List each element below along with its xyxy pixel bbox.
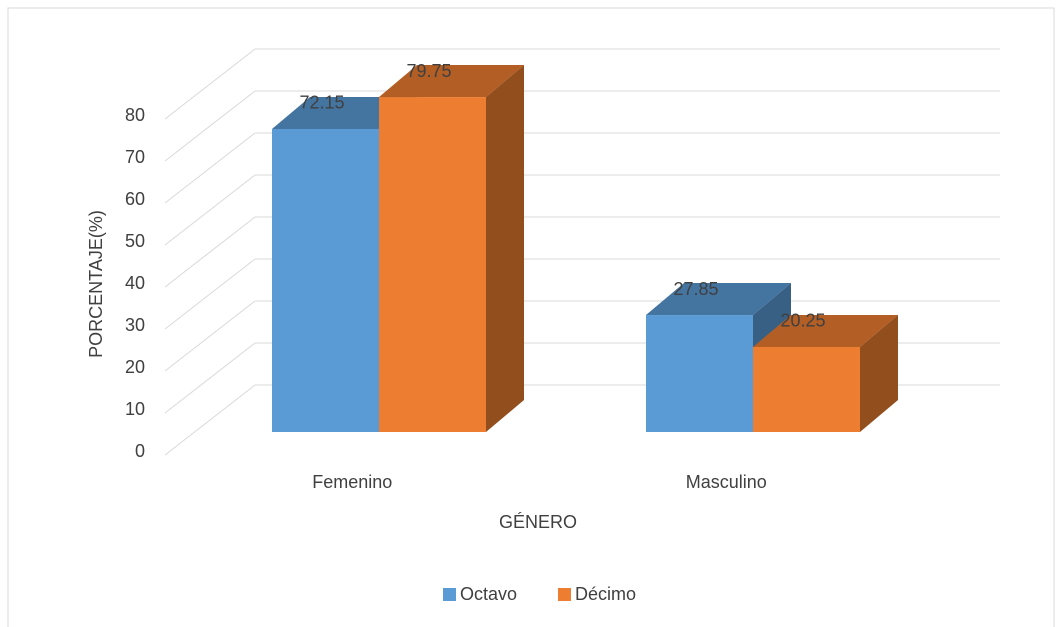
y-axis-title: PORCENTAJE(%) <box>86 210 106 358</box>
bar-top <box>646 283 791 316</box>
side-grid-line <box>164 90 256 162</box>
bar-top <box>753 314 898 347</box>
bar <box>646 315 753 432</box>
x-tick-label: Masculino <box>686 472 767 492</box>
bar-top <box>379 65 524 98</box>
y-tick-label: 40 <box>125 273 145 293</box>
y-tick-label: 50 <box>125 231 145 251</box>
side-grid-line <box>164 48 256 120</box>
chart-border <box>7 7 1055 627</box>
data-label: 27.85 <box>673 279 718 299</box>
bar-side <box>860 314 898 432</box>
data-label: 79.75 <box>406 61 451 81</box>
bar <box>272 128 379 432</box>
x-axis-title: GÉNERO <box>499 512 577 532</box>
side-grid-line <box>164 216 256 288</box>
legend-swatch <box>443 588 456 601</box>
side-grid-line <box>164 342 256 414</box>
y-tick-label: 30 <box>125 315 145 335</box>
y-tick-label: 20 <box>125 357 145 377</box>
legend-label: Décimo <box>575 584 636 604</box>
side-grid-line <box>164 258 256 330</box>
y-tick-label: 0 <box>135 441 145 461</box>
bar <box>753 346 860 432</box>
data-label: 72.15 <box>299 93 344 113</box>
bar <box>379 97 486 433</box>
data-label: 20.25 <box>780 311 825 331</box>
y-tick-label: 70 <box>125 147 145 167</box>
y-tick-label: 10 <box>125 399 145 419</box>
side-grid-line <box>164 300 256 372</box>
side-grid-line <box>164 174 256 246</box>
side-grid-line <box>164 132 256 204</box>
y-tick-label: 80 <box>125 105 145 125</box>
y-tick-label: 60 <box>125 189 145 209</box>
x-tick-label: Femenino <box>312 472 392 492</box>
legend-swatch <box>558 588 571 601</box>
legend-label: Octavo <box>460 584 517 604</box>
side-grid-line <box>164 384 256 456</box>
bar-side <box>486 65 524 433</box>
